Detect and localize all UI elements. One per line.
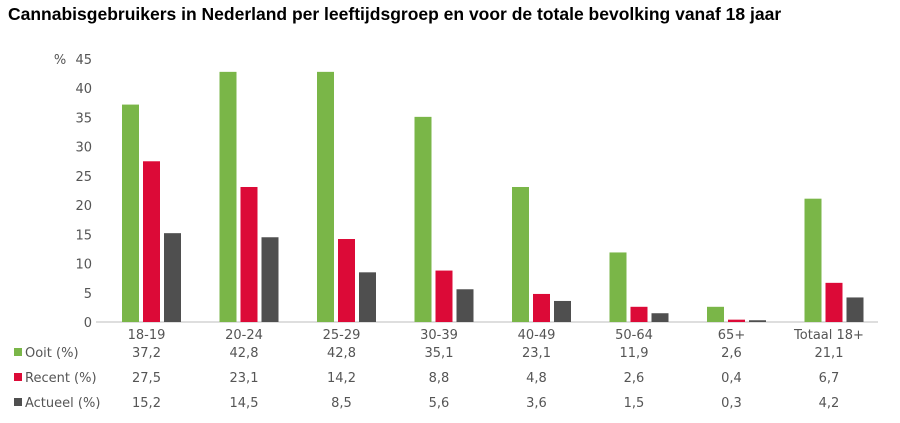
data-label: 3,6 <box>526 396 547 411</box>
y-tick-label: 35 <box>75 111 92 126</box>
x-tick-label: 30-39 <box>420 328 458 343</box>
data-label: 42,8 <box>230 346 259 361</box>
bar-recent <box>143 161 160 322</box>
bar-recent <box>435 270 453 322</box>
x-tick-label: 50-64 <box>615 328 653 343</box>
x-tick-label: Totaal 18+ <box>793 328 864 343</box>
x-tick-label: 40-49 <box>518 328 556 343</box>
x-tick-label: 25-29 <box>323 328 361 343</box>
bar-ooit <box>804 198 822 322</box>
y-tick-label: 10 <box>75 258 92 273</box>
data-label: 8,5 <box>331 396 352 411</box>
y-tick-label: 40 <box>75 82 92 97</box>
bar-actueel <box>359 272 376 322</box>
data-label: 35,1 <box>425 346 454 361</box>
bar-ooit <box>609 252 627 322</box>
bar-ooit <box>707 306 724 322</box>
data-label: 0,3 <box>721 396 742 411</box>
y-tick-label: 0 <box>84 316 92 331</box>
legend-label: Recent (%) <box>25 371 97 386</box>
bar-ooit <box>122 104 139 322</box>
data-label: 15,2 <box>132 396 161 411</box>
bar-recent <box>728 319 745 322</box>
bar-recent <box>825 282 843 322</box>
bar-ooit <box>414 116 432 322</box>
bars <box>122 71 864 322</box>
legend-swatch <box>14 348 22 356</box>
y-axis-ticks: 0 5 10 15 20 25 30 35 40 45 <box>75 53 92 331</box>
data-label: 21,1 <box>815 346 844 361</box>
bar-ooit <box>512 186 529 322</box>
data-label: 14,2 <box>327 371 356 386</box>
legend-swatch <box>14 398 22 406</box>
bar-actueel <box>261 237 279 322</box>
data-label: 11,9 <box>620 346 649 361</box>
bar-actueel <box>164 233 181 322</box>
data-label: 37,2 <box>132 346 161 361</box>
bar-ooit <box>219 71 237 322</box>
bar-actueel <box>554 300 571 322</box>
data-label: 14,5 <box>230 396 259 411</box>
data-label: 0,4 <box>721 371 742 386</box>
data-label: 1,5 <box>624 396 645 411</box>
bar-actueel <box>651 313 669 322</box>
legend-label: Ooit (%) <box>25 346 79 361</box>
y-tick-label: 25 <box>75 170 92 185</box>
y-tick-label: 45 <box>75 53 92 68</box>
y-tick-label: 15 <box>75 228 92 243</box>
y-axis-unit: % <box>54 53 66 68</box>
data-label: 27,5 <box>132 371 161 386</box>
y-tick-label: 30 <box>75 141 92 156</box>
data-label: 8,8 <box>429 371 450 386</box>
data-label: 42,8 <box>327 346 356 361</box>
x-tick-label: 65+ <box>718 328 745 343</box>
data-label: 5,6 <box>429 396 450 411</box>
x-tick-label: 20-24 <box>225 328 263 343</box>
data-label: 4,8 <box>526 371 547 386</box>
data-table: Ooit (%) 37,2 42,8 42,8 35,1 23,1 11,9 2,6 21,1 R… <box>14 346 843 411</box>
x-tick-label: 18-19 <box>128 328 166 343</box>
bar-actueel <box>846 297 864 322</box>
data-label: 23,1 <box>522 346 551 361</box>
y-tick-label: 5 <box>84 287 92 302</box>
data-label: 2,6 <box>624 371 645 386</box>
data-label: 6,7 <box>819 371 840 386</box>
bar-recent <box>630 306 648 322</box>
data-label: 2,6 <box>721 346 742 361</box>
legend-swatch <box>14 373 22 381</box>
data-label: 4,2 <box>819 396 840 411</box>
bar-recent <box>240 186 258 322</box>
x-axis-labels: 18-19 20-24 25-29 30-39 40-49 50-64 65+ Totaal … <box>128 328 864 343</box>
bar-recent <box>533 293 550 322</box>
legend-label: Actueel (%) <box>25 396 100 411</box>
chart-title: Cannabisgebruikers in Nederland per leef… <box>8 4 782 24</box>
bar-ooit <box>317 71 334 322</box>
bar-actueel <box>749 320 766 322</box>
bar-recent <box>338 239 355 322</box>
data-label: 23,1 <box>230 371 259 386</box>
bar-actueel <box>456 289 474 322</box>
y-tick-label: 20 <box>75 199 92 214</box>
